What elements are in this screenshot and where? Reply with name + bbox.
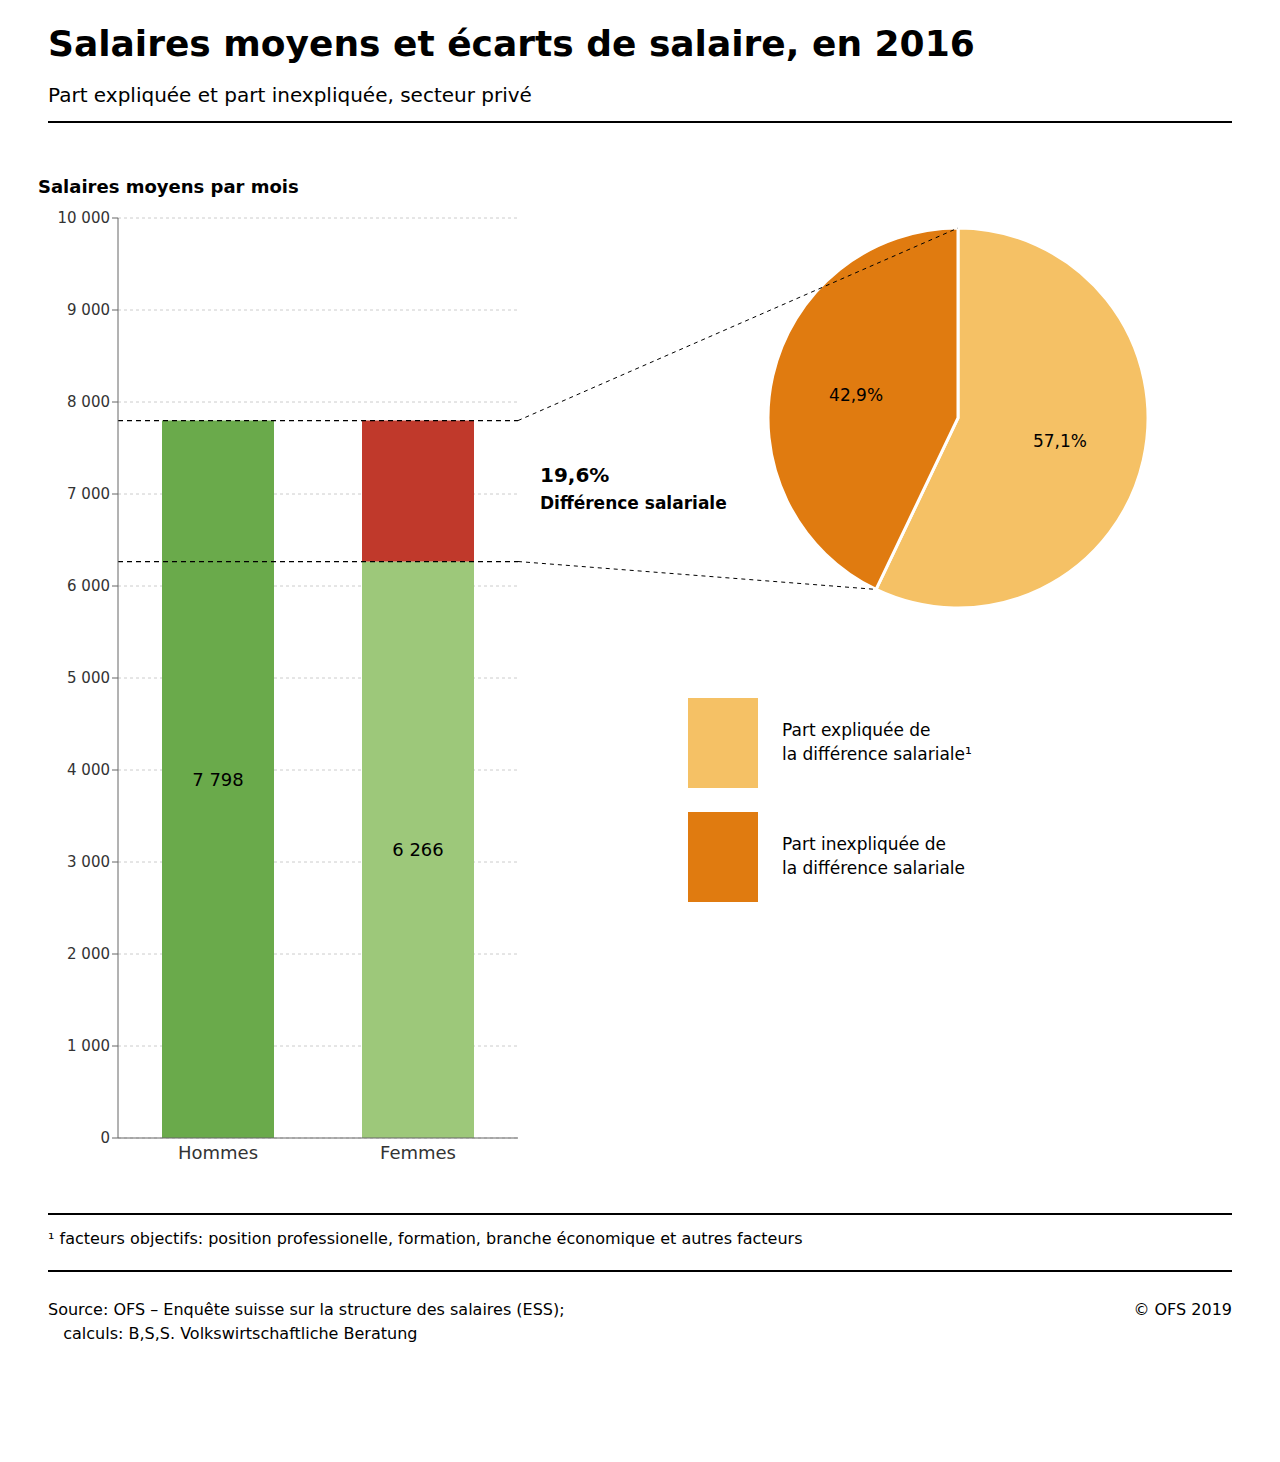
svg-text:0: 0 xyxy=(100,1129,110,1147)
svg-text:8 000: 8 000 xyxy=(67,393,110,411)
html-text:¹ facteurs objectifs: position: ¹ facteurs objectifs: position professio… xyxy=(48,1229,803,1248)
svg-text:2 000: 2 000 xyxy=(67,945,110,963)
svg-text:6 266: 6 266 xyxy=(392,839,444,860)
svg-text:1 000: 1 000 xyxy=(67,1037,110,1055)
html-text:Salaires moyens par mois: Salaires moyens par mois xyxy=(38,176,299,197)
svg-text:Femmes: Femmes xyxy=(380,1142,456,1163)
svg-text:42,9%: 42,9% xyxy=(829,385,883,405)
svg-text:10 000: 10 000 xyxy=(58,209,111,227)
svg-text:7 000: 7 000 xyxy=(67,485,110,503)
svg-text:4 000: 4 000 xyxy=(67,761,110,779)
svg-text:7 798: 7 798 xyxy=(192,769,244,790)
svg-text:Hommes: Hommes xyxy=(178,1142,258,1163)
html-text:19,6%: 19,6% xyxy=(540,463,610,487)
svg-text:5 000: 5 000 xyxy=(67,669,110,687)
svg-text:9 000: 9 000 xyxy=(67,301,110,319)
svg-text:3 000: 3 000 xyxy=(67,853,110,871)
html-text:Part expliquée et part inexpli: Part expliquée et part inexpliquée, sect… xyxy=(48,83,532,108)
html-text:Salaires moyens et écarts de s: Salaires moyens et écarts de salaire, en… xyxy=(48,23,975,64)
svg-text:6 000: 6 000 xyxy=(67,577,110,595)
html-text:Part inexpliquée de la différe: Part inexpliquée de la différence salari… xyxy=(782,834,965,878)
html-text:Différence salariale: Différence salariale xyxy=(540,493,727,513)
html-text:Source: OFS – Enquête suisse s: Source: OFS – Enquête suisse sur la stru… xyxy=(48,1300,565,1343)
html-text:© OFS 2019: © OFS 2019 xyxy=(1133,1300,1232,1319)
svg-text:57,1%: 57,1% xyxy=(1033,431,1087,451)
html-text:Part expliquée de la différenc: Part expliquée de la différence salarial… xyxy=(782,720,972,764)
